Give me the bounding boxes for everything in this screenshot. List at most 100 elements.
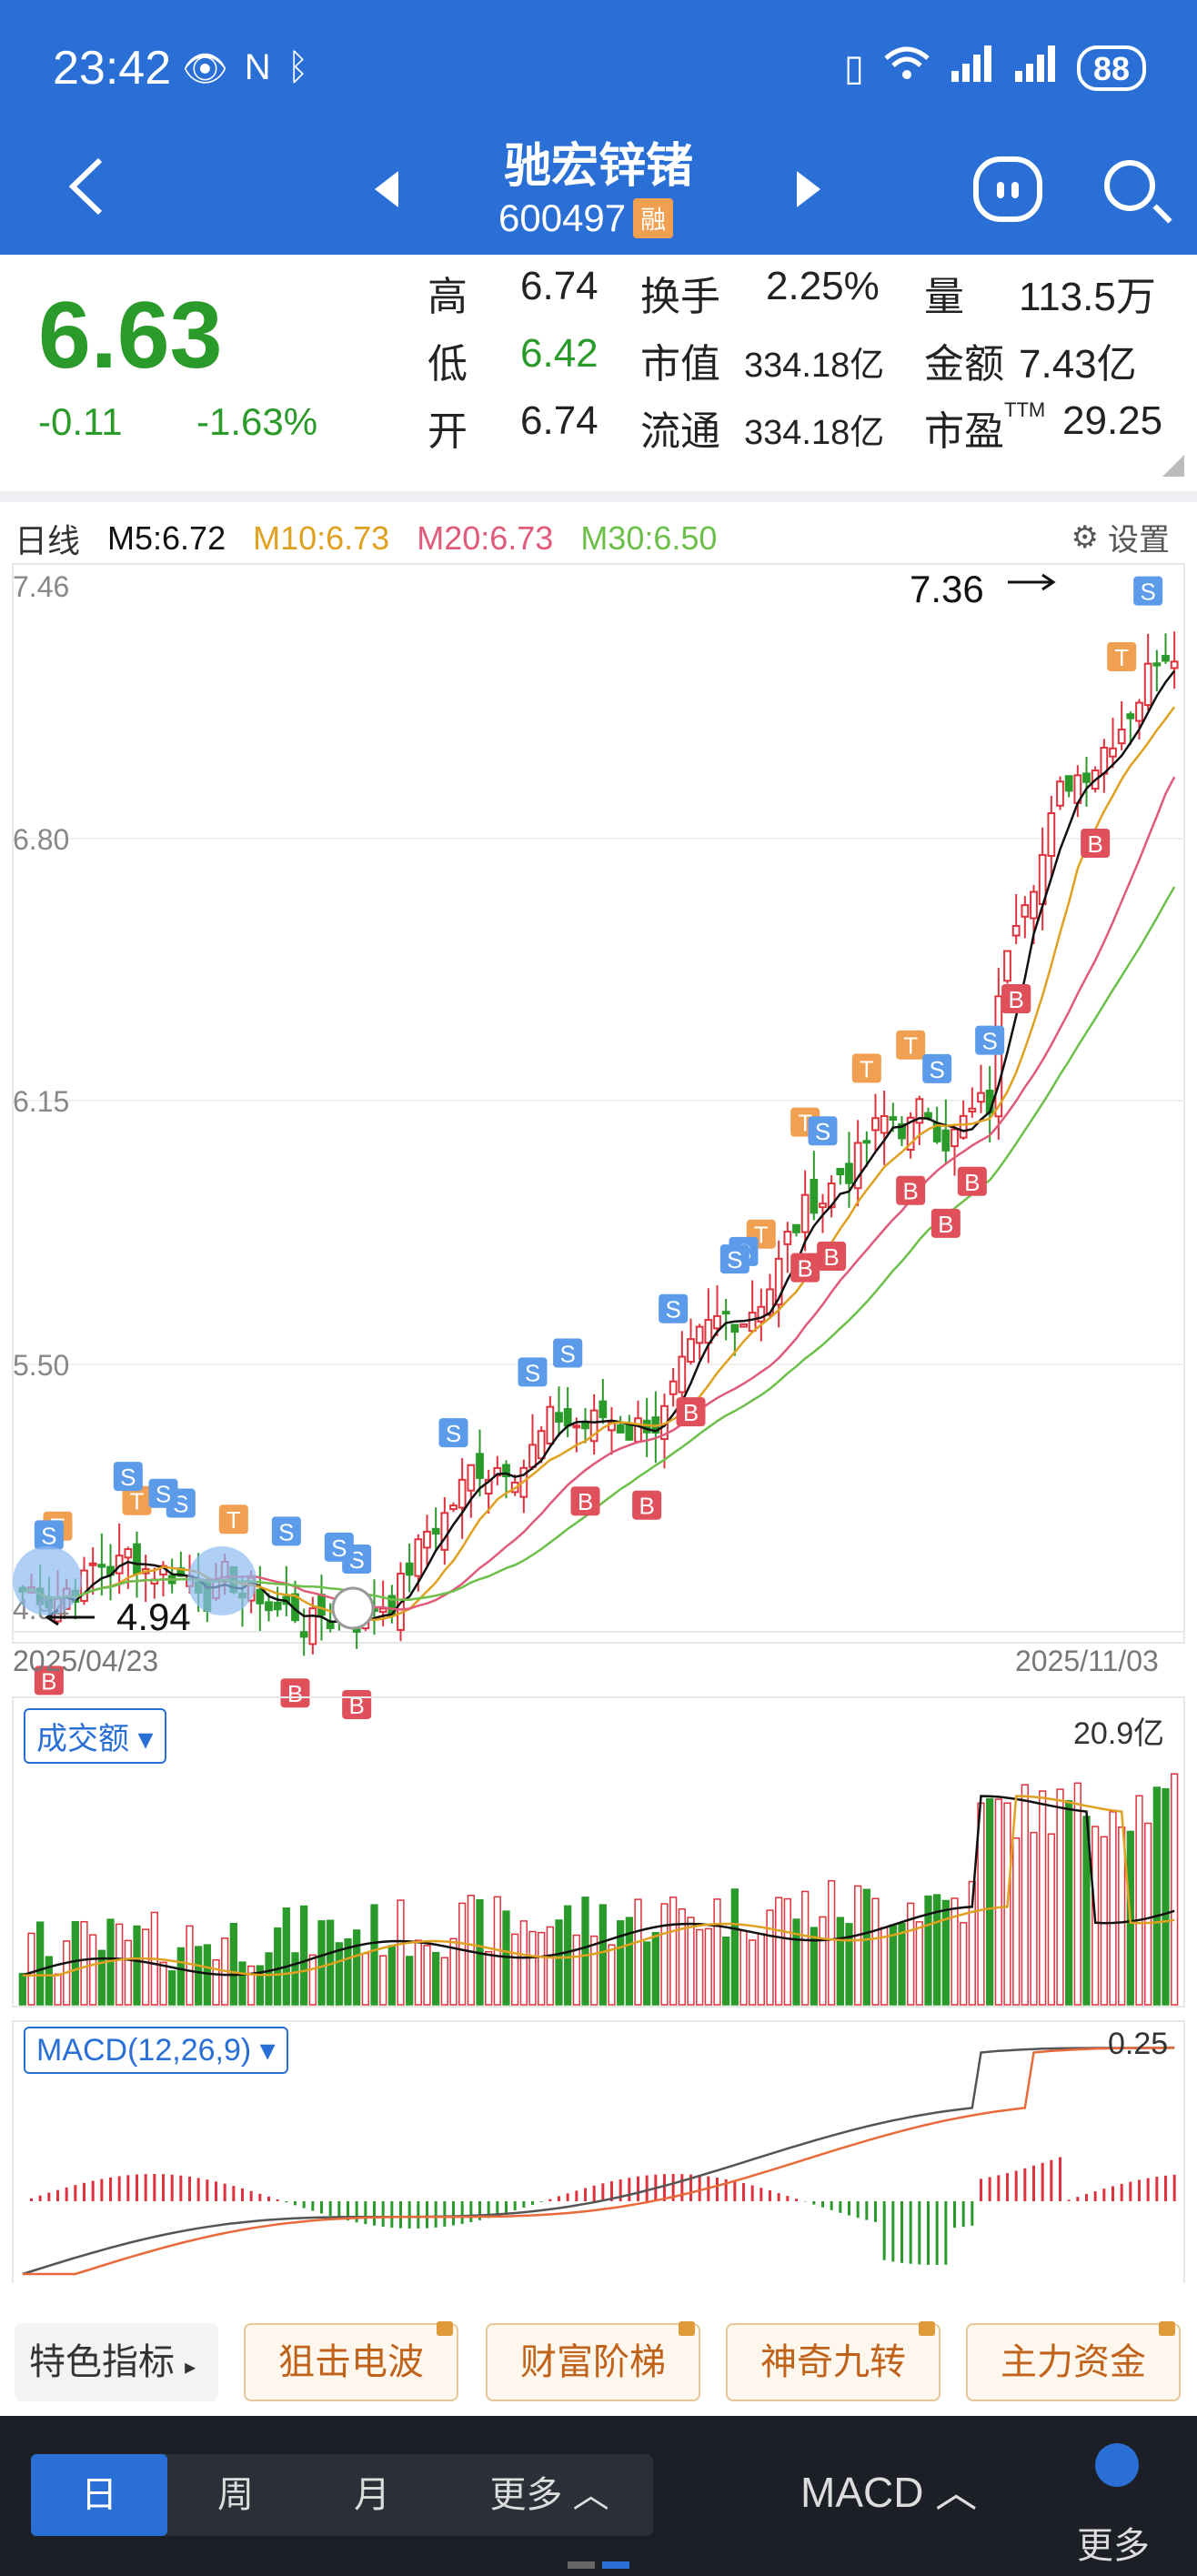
kline-chart[interactable]: TTBBBSSTTSBBSSBTBBSSBTTTSSSSTSBBSBBBSSSS… — [0, 555, 1197, 2283]
candle-body — [819, 1202, 827, 1209]
candle-body — [959, 1114, 968, 1139]
bluetooth-icon: ᛒ — [287, 47, 309, 87]
divider — [0, 491, 1197, 502]
volume-bar — [265, 1952, 273, 2006]
volume-bar — [951, 1897, 959, 2006]
marker-box — [1001, 983, 1031, 1013]
marker-letter: B — [823, 1243, 839, 1271]
feature-sniper-wave[interactable]: 狙击电波 — [244, 2321, 458, 2401]
volume-bar — [124, 1939, 132, 2006]
volume-bar — [801, 1890, 810, 2006]
candle-body — [836, 1167, 845, 1176]
volume-bar — [528, 1930, 537, 2006]
marker-letter: S — [156, 1481, 171, 1508]
marker-box — [34, 1520, 64, 1550]
pe-ttm-sup: TTM — [1004, 398, 1046, 421]
marker-letter: B — [1087, 830, 1102, 858]
zoom-out-icon[interactable] — [13, 1546, 82, 1615]
volume-bar — [133, 1925, 141, 2006]
marker-letter: S — [727, 1246, 742, 1273]
volume-bar — [828, 1879, 836, 2006]
volume-bar — [590, 1935, 598, 2006]
candle-body — [1152, 662, 1162, 667]
stock-code: 600497 — [498, 196, 627, 239]
expand-corner-icon[interactable] — [1162, 455, 1184, 477]
volume-bar — [924, 1895, 932, 2006]
marker-letter: T — [1114, 644, 1129, 671]
volume-bar — [660, 1903, 669, 2006]
ma5-label: M5:6.72 — [107, 519, 226, 557]
marker-letter: B — [639, 1493, 654, 1520]
marker-box — [957, 1166, 987, 1196]
volume-bar — [335, 1942, 343, 2006]
ma30-label: M30:6.50 — [580, 519, 718, 557]
y-label-3: 6.15 — [13, 1085, 69, 1118]
candle-body — [476, 1453, 484, 1479]
volume-bar — [440, 1957, 448, 2006]
period-week[interactable]: 周 — [217, 2475, 254, 2515]
volume-bar — [247, 1965, 256, 2006]
volume-bar — [739, 1929, 748, 2006]
more-button[interactable]: 更多 — [1077, 2526, 1150, 2566]
volume-bar — [449, 1937, 458, 2006]
trade-marker: S — [148, 1478, 178, 1508]
y-label-2: 6.80 — [13, 823, 69, 856]
volume-bar — [581, 1897, 589, 2006]
volume-bar — [229, 1922, 237, 2006]
candle-body — [299, 1631, 308, 1638]
macd-line — [22, 2046, 1175, 2276]
settings-button[interactable]: ⚙ 设置 — [1071, 515, 1170, 559]
marker-box — [113, 1462, 143, 1492]
marker-letter: S — [929, 1056, 944, 1083]
volume-bar — [159, 1961, 167, 2006]
zoom-in-icon[interactable] — [187, 1546, 256, 1615]
page-indicator — [568, 2561, 629, 2569]
trade-marker: S — [659, 1293, 689, 1323]
feature-wealth-ladder[interactable]: 财富阶梯 — [486, 2321, 700, 2401]
indicator-select[interactable]: MACD ︿ — [800, 2460, 977, 2520]
macd-lines — [22, 2046, 1175, 2276]
marker-letter: S — [559, 1340, 575, 1367]
macd-panel-frame — [12, 2020, 1185, 2283]
volume-bar — [168, 1970, 176, 2006]
volume-bar — [617, 1920, 625, 2006]
more-icon[interactable] — [1095, 2443, 1139, 2487]
marker-box — [808, 1116, 838, 1146]
marker-letter: S — [1140, 579, 1155, 606]
header: 23:42 👁 Ν ᛒ ▯ 88 — [0, 0, 1197, 255]
back-icon[interactable] — [64, 155, 109, 218]
volume-indicator-select[interactable]: 成交额 ▾ — [24, 1708, 166, 1764]
volume-bar — [941, 1899, 950, 2006]
period-more[interactable]: 更多 ︿ — [458, 2454, 640, 2536]
prev-stock-icon[interactable] — [375, 171, 398, 207]
period-day[interactable]: 日 — [31, 2454, 167, 2536]
period-more-label: 更多 — [489, 2475, 563, 2515]
candle-body — [713, 1314, 721, 1330]
chevron-up-icon: ︿ — [572, 2475, 609, 2515]
candle-body — [317, 1594, 326, 1616]
volume-bar — [71, 1921, 79, 2006]
macd-indicator-select[interactable]: MACD(12,26,9) ▾ — [24, 2027, 288, 2074]
ma20-label: M20:6.73 — [417, 519, 554, 557]
trade-marker: S — [1133, 576, 1163, 606]
feature-main-funds[interactable]: 主力资金 — [966, 2321, 1181, 2401]
robot-assistant-icon[interactable] — [973, 156, 1042, 222]
candle-body — [880, 1114, 889, 1134]
candle-body — [555, 1412, 563, 1423]
candle-body — [97, 1564, 106, 1568]
volume-bar — [274, 1927, 282, 2006]
high-marker-arrow — [1008, 573, 1056, 591]
next-stock-icon[interactable] — [797, 171, 820, 207]
feature-indicators: 特色指标 ▸ 狙击电波 财富阶梯 神奇九转 主力资金 — [15, 2321, 1197, 2401]
volume-bar — [485, 1950, 493, 2006]
lock-icon — [679, 2321, 695, 2336]
period-month[interactable]: 月 — [354, 2475, 390, 2515]
feature-title[interactable]: 特色指标 ▸ — [15, 2323, 218, 2401]
volume-bar — [1021, 1784, 1029, 2006]
candle-body — [449, 1504, 458, 1511]
search-icon[interactable] — [1104, 160, 1155, 211]
volume-bar — [766, 1909, 774, 2006]
start-date: 2025/04/23 — [13, 1645, 159, 1677]
p-icon[interactable] — [331, 1586, 375, 1630]
feature-magic-nine[interactable]: 神奇九转 — [726, 2321, 940, 2401]
